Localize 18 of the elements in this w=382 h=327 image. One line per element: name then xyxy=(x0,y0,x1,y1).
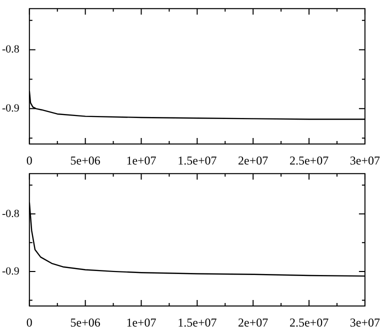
x-tick-label: 1e+07 xyxy=(126,153,156,168)
x-tick-label: 0 xyxy=(26,153,32,168)
x-tick-label: 5e+06 xyxy=(70,153,100,168)
x-tick-label: 2.5e+07 xyxy=(289,315,329,327)
x-tick-label: 1e+07 xyxy=(126,315,156,327)
x-tick-label: 3e+07 xyxy=(350,153,380,168)
x-tick-label: 5e+06 xyxy=(70,315,100,327)
x-tick-label: 1.5e+07 xyxy=(178,315,217,327)
x-tick-label: 0 xyxy=(26,315,32,327)
y-tick-label: -0.8 xyxy=(2,44,20,56)
x-tick-label: 1.5e+07 xyxy=(178,153,217,168)
x-tick-label: 2e+07 xyxy=(238,153,268,168)
x-tick-label: 2e+07 xyxy=(238,315,268,327)
y-tick-label: -0.8 xyxy=(2,208,20,220)
y-tick-label: -0.9 xyxy=(2,102,20,115)
y-tick-label: -0.9 xyxy=(2,265,20,278)
x-tick-label: 2.5e+07 xyxy=(289,153,329,168)
x-tick-label: 3e+07 xyxy=(350,315,380,327)
